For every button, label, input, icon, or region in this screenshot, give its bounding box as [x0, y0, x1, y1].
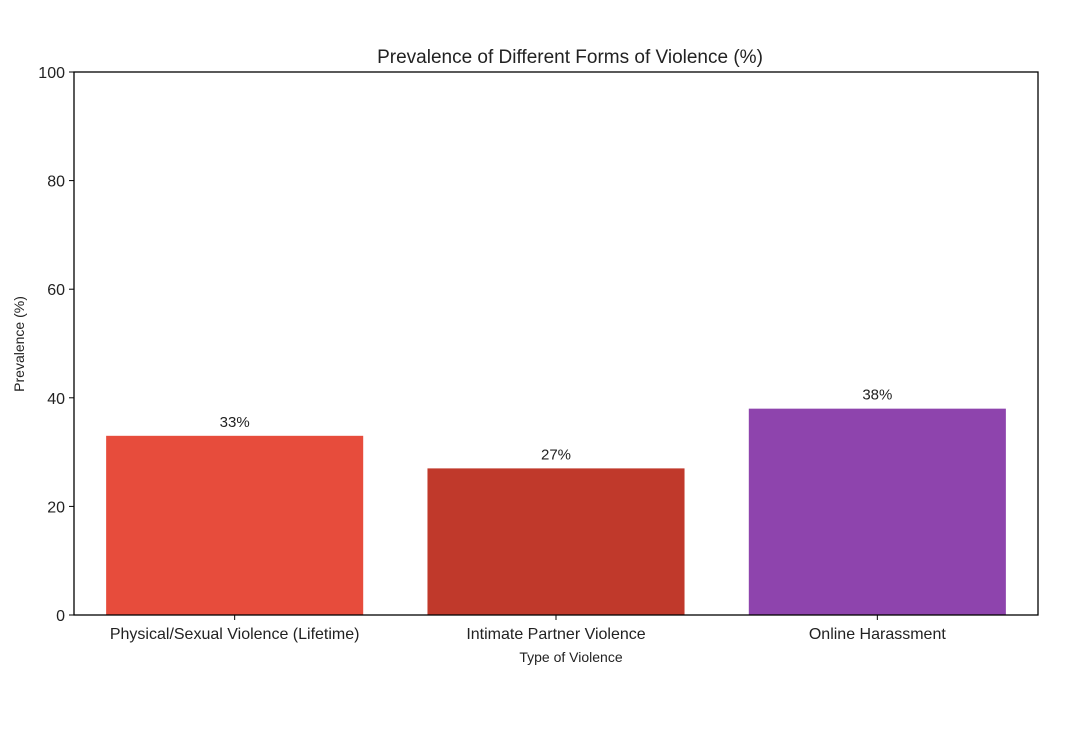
- x-axis-label: Type of Violence: [519, 649, 622, 665]
- chart-title: Prevalence of Different Forms of Violenc…: [377, 47, 763, 68]
- bar-data-label: 38%: [862, 387, 892, 404]
- y-tick-label: 100: [38, 65, 65, 82]
- x-tick-label: Physical/Sexual Violence (Lifetime): [110, 626, 360, 643]
- y-tick-label: 20: [47, 499, 65, 516]
- bar: [106, 435, 364, 615]
- bar-data-label: 33%: [220, 414, 250, 431]
- y-tick-label: 60: [47, 282, 65, 299]
- y-axis-label: Prevalence (%): [11, 296, 27, 392]
- y-tick-label: 80: [47, 174, 65, 191]
- bar: [427, 468, 685, 615]
- x-tick-label: Intimate Partner Violence: [466, 626, 645, 643]
- bar: [748, 408, 1006, 615]
- y-tick-label: 40: [47, 391, 65, 408]
- x-tick-label: Online Harassment: [809, 626, 947, 643]
- y-tick-label: 0: [56, 608, 65, 625]
- bar-data-label: 27%: [541, 446, 571, 463]
